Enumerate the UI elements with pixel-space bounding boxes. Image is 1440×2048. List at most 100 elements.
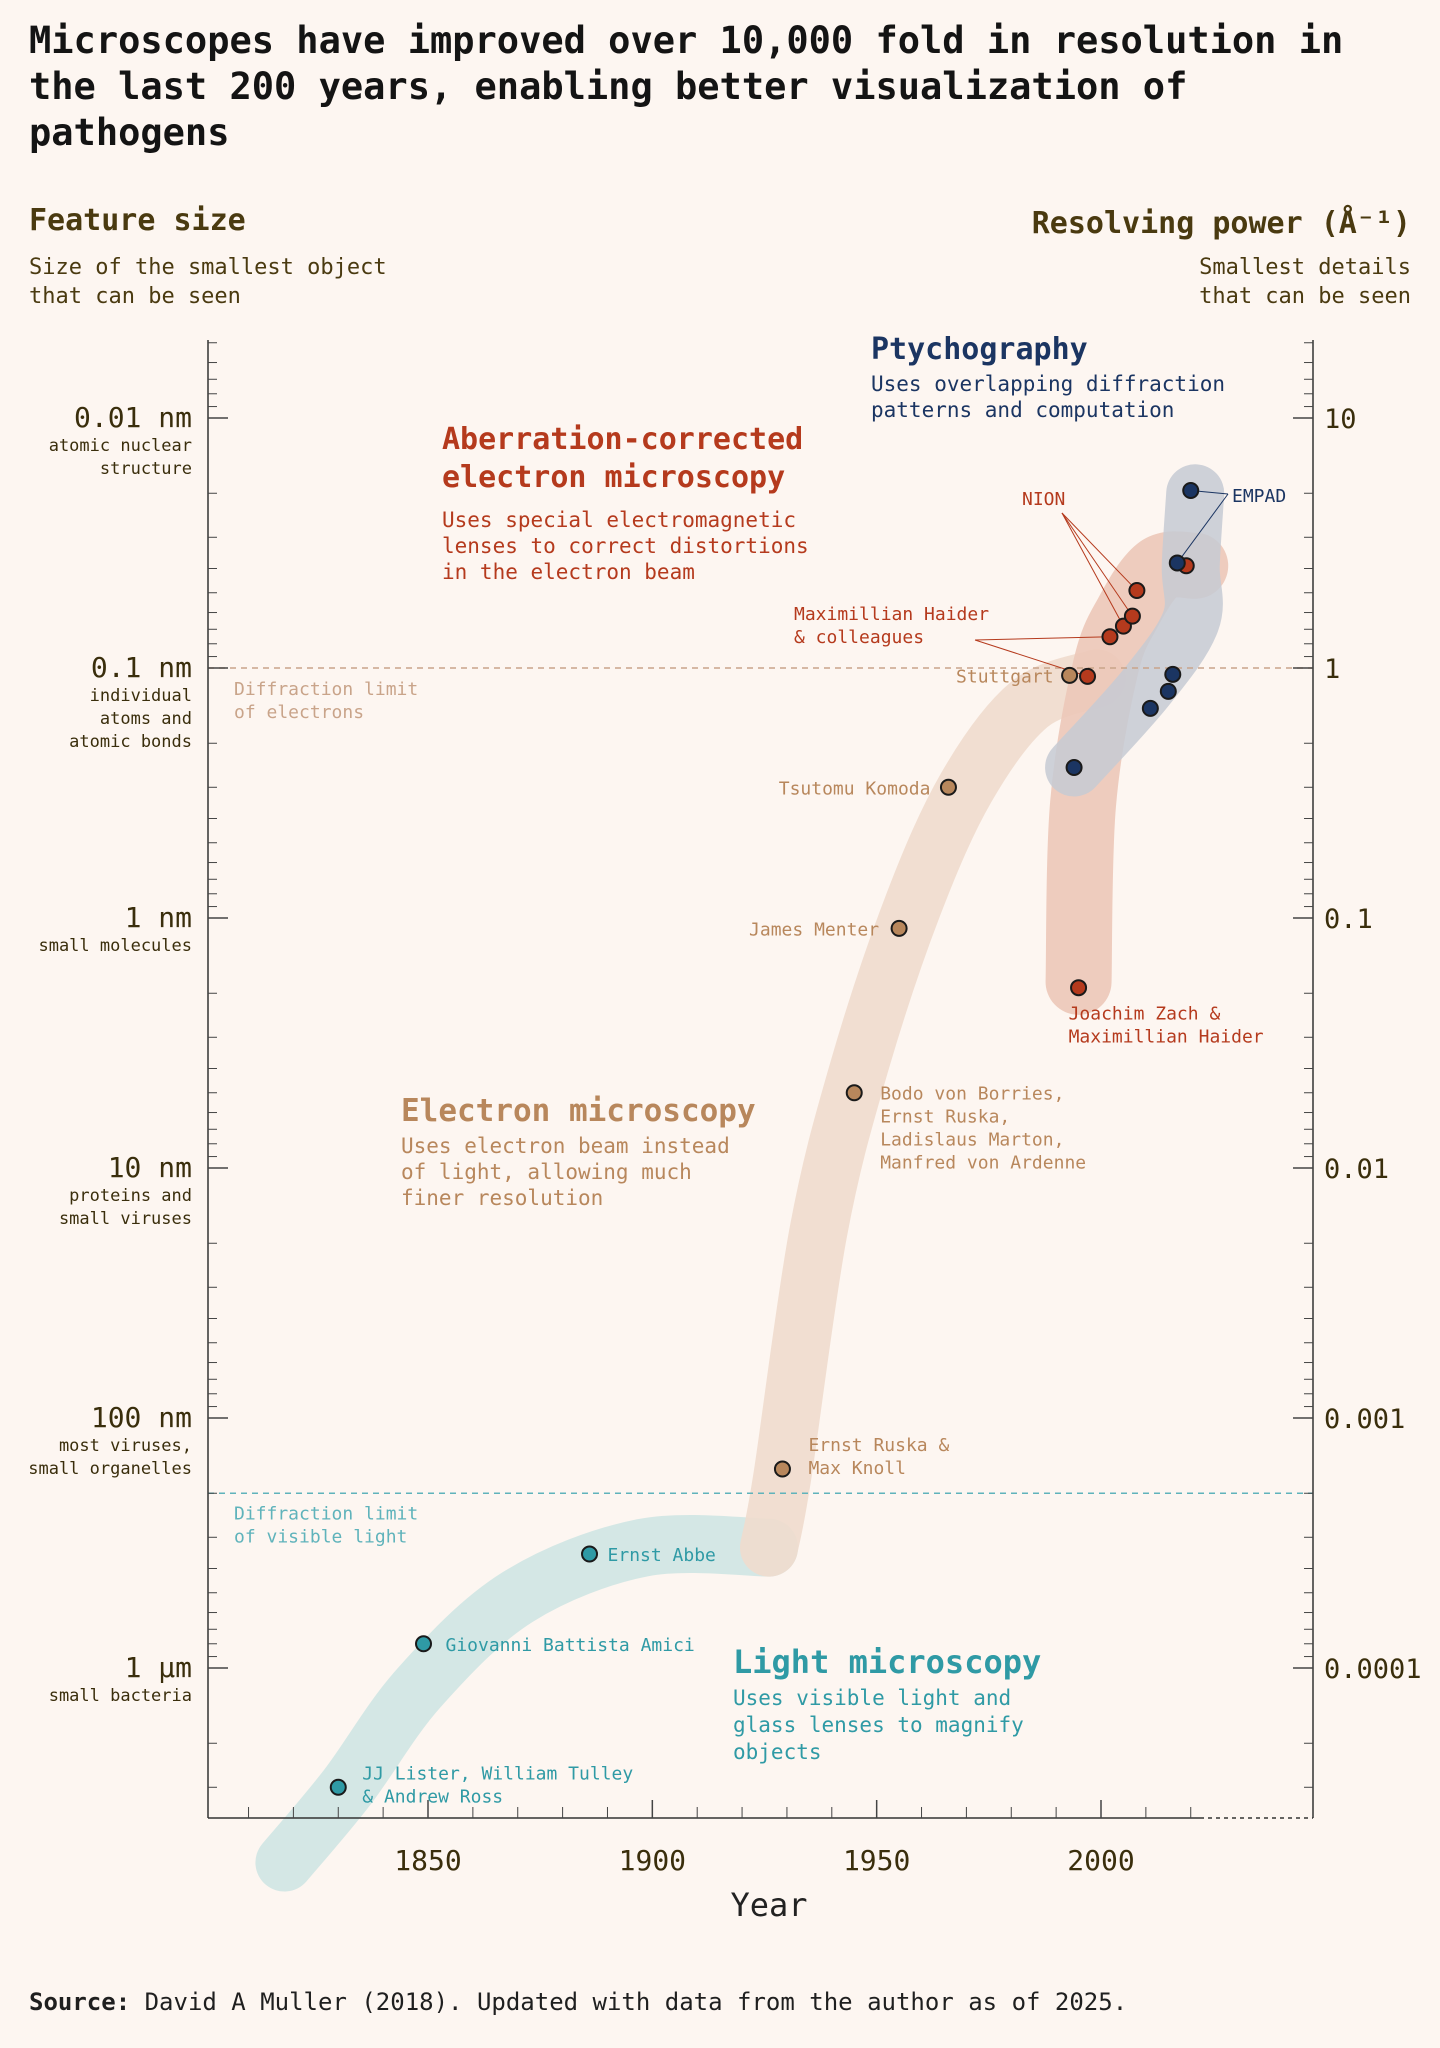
- data-point-0-2: [581, 1545, 599, 1563]
- left-axis-desc-3-line-1: small molecules: [38, 936, 192, 956]
- left-axis-desc-2-line-2: atoms and: [100, 709, 192, 729]
- series-desc-light-microscopy-line-1: Uses visible light and: [733, 1686, 1011, 1710]
- series-title-electron-microscopy: Electron microscopy: [401, 1093, 756, 1129]
- series-desc-electron-microscopy-line-2: of light, allowing much: [401, 1160, 692, 1184]
- reference-line-label-1-line-1: Diffraction limit: [234, 679, 418, 700]
- left-axis-subtitle-line-1: Size of the smallest object: [29, 255, 387, 280]
- reference-line-label-2-line-1: Diffraction limit: [234, 1503, 418, 1524]
- right-axis-label-5: 0.001: [1324, 1404, 1405, 1435]
- series-desc-electron-microscopy-line-1: Uses electron beam instead: [401, 1134, 730, 1158]
- point-label-1-1-line-3: Ladislaus Marton,: [880, 1130, 1064, 1151]
- right-axis-label-2: 1: [1324, 654, 1340, 685]
- right-axis-subtitle: Smallest details that can be seen: [1199, 253, 1411, 311]
- series-desc-light-microscopy-line-3: objects: [733, 1740, 822, 1764]
- left-axis-label-1: 0.01 nm: [74, 401, 192, 434]
- right-axis-label-3: 0.1: [1324, 904, 1373, 935]
- series-title-light-microscopy: Light microscopy: [733, 1643, 1041, 1681]
- data-point-1-0: [773, 1460, 791, 1478]
- band-light-microscopy: [255, 1514, 798, 1892]
- point-label-0-1-line-1: Giovanni Battista Amici: [446, 1635, 695, 1656]
- data-point-3-5: [1182, 482, 1200, 500]
- data-point-2-5: [1128, 582, 1146, 600]
- left-axis-subtitle: Size of the smallest object that can be …: [29, 253, 387, 311]
- left-axis-subtitle-line-2: that can be seen: [29, 284, 241, 309]
- data-point-3-2: [1159, 682, 1177, 700]
- x-axis-label-4: 2000: [1067, 1844, 1134, 1877]
- x-axis-label-1: 1850: [394, 1844, 461, 1877]
- series-desc-ptychography-line-1: Uses overlapping diffraction: [871, 372, 1225, 396]
- left-axis-desc-5-line-2: small organelles: [28, 1459, 192, 1479]
- left-axis-desc-6-line-1: small bacteria: [49, 1686, 192, 1706]
- source-note: Source: David A Muller (2018). Updated w…: [29, 1988, 1127, 2016]
- left-axis-label-2: 0.1 nm: [91, 651, 192, 684]
- point-label-2-0-line-2: Maximillian Haider: [1069, 1027, 1264, 1048]
- data-point-2-1: [1079, 667, 1097, 685]
- right-axis-label-6: 0.0001: [1324, 1654, 1422, 1685]
- band-electron-microscopy: [739, 649, 1126, 1577]
- point-label-1-3-line-1: Tsutomu Komoda: [779, 778, 931, 799]
- point-label-1-0-line-1: Ernst Ruska &: [808, 1435, 949, 1456]
- reference-line-label-1-line-2: of electrons: [234, 702, 364, 723]
- reference-line-label-2-line-2: of visible light: [234, 1526, 407, 1547]
- band-aberration-corrected-electron-microscopy: [1045, 531, 1229, 1015]
- data-point-0-1: [415, 1635, 433, 1653]
- left-axis-heading: Feature size: [29, 203, 246, 238]
- point-label-1-0-line-2: Max Knoll: [808, 1458, 906, 1479]
- left-axis-desc-2-line-3: atomic bonds: [69, 732, 192, 752]
- callout-label-2-1-line-1: NION: [1022, 489, 1065, 510]
- callout-leader-2-1: [1061, 512, 1124, 627]
- source-prefix: Source:: [29, 1988, 131, 2016]
- right-axis-subtitle-line-2: that can be seen: [1199, 284, 1411, 309]
- data-point-0-0: [329, 1778, 347, 1796]
- series-desc-light-microscopy-line-2: glass lenses to magnify: [733, 1713, 1024, 1737]
- data-point-1-4: [1061, 666, 1079, 684]
- left-axis-label-3: 1 nm: [125, 901, 192, 934]
- series-desc-aberration-corrected-electron-microscopy-line-1: Uses special electromagnetic: [442, 508, 796, 532]
- series-desc-ptychography-line-2: patterns and computation: [871, 398, 1174, 422]
- data-point-2-2: [1101, 628, 1119, 646]
- chart-title: Microscopes have improved over 10,000 fo…: [29, 19, 1344, 154]
- data-point-3-1: [1141, 699, 1159, 717]
- point-label-1-2-line-1: James Menter: [749, 919, 879, 940]
- x-axis-title: Year: [730, 1886, 807, 1924]
- series-title-aberration-corrected-electron-microscopy-line-1: Aberration-corrected: [442, 422, 803, 457]
- left-axis-desc-2-line-1: individual: [90, 686, 192, 706]
- point-label-1-4-line-1: Stuttgart: [956, 666, 1054, 687]
- data-point-1-2: [890, 919, 908, 937]
- data-point-3-3: [1164, 665, 1182, 683]
- callout-leader-2-1: [1061, 512, 1133, 617]
- callout-label-2-0-line-2: & colleagues: [794, 627, 924, 648]
- point-label-1-1-line-2: Ernst Ruska,: [880, 1107, 1010, 1128]
- data-point-2-0: [1070, 979, 1088, 997]
- series-desc-aberration-corrected-electron-microscopy-line-2: lenses to correct distortions: [442, 534, 809, 558]
- point-label-0-0-line-1: JJ Lister, William Tulley: [362, 1763, 633, 1784]
- right-axis-heading: Resolving power (Å⁻¹): [1031, 206, 1411, 241]
- callout-leader-2-0: [974, 636, 1110, 641]
- point-label-0-0-line-2: & Andrew Ross: [362, 1786, 503, 1807]
- data-point-2-4: [1123, 607, 1141, 625]
- left-axis-label-4: 10 nm: [108, 1151, 192, 1184]
- right-axis-label-4: 0.01: [1324, 1154, 1389, 1185]
- left-axis-desc-4-line-1: proteins and: [69, 1186, 192, 1206]
- x-axis-label-2: 1900: [619, 1844, 686, 1877]
- left-axis-desc-1-line-1: atomic nuclear: [49, 436, 192, 456]
- callout-label-2-0-line-1: Maximillian Haider: [794, 604, 989, 625]
- point-label-0-2-line-1: Ernst Abbe: [608, 1545, 716, 1566]
- series-desc-electron-microscopy-line-3: finer resolution: [401, 1186, 603, 1210]
- callout-leader-2-1: [1061, 512, 1138, 591]
- right-axis-subtitle-line-1: Smallest details: [1199, 255, 1411, 280]
- left-axis-desc-5-line-1: most viruses,: [59, 1436, 192, 1456]
- data-point-3-0: [1065, 758, 1083, 776]
- left-axis-label-5: 100 nm: [91, 1401, 192, 1434]
- band-ptychography: [1045, 464, 1225, 797]
- point-label-1-1-line-4: Manfred von Ardenne: [880, 1153, 1086, 1174]
- data-point-1-3: [939, 778, 957, 796]
- right-axis-label-1: 10: [1324, 404, 1357, 435]
- series-desc-aberration-corrected-electron-microscopy-line-3: in the electron beam: [442, 560, 695, 584]
- source-text: David A Muller (2018). Updated with data…: [144, 1988, 1128, 2016]
- point-label-2-0-line-1: Joachim Zach &: [1069, 1004, 1221, 1025]
- point-label-1-1-line-1: Bodo von Borries,: [880, 1084, 1064, 1105]
- data-point-1-1: [845, 1084, 863, 1102]
- left-axis-label-6: 1 µm: [125, 1651, 192, 1684]
